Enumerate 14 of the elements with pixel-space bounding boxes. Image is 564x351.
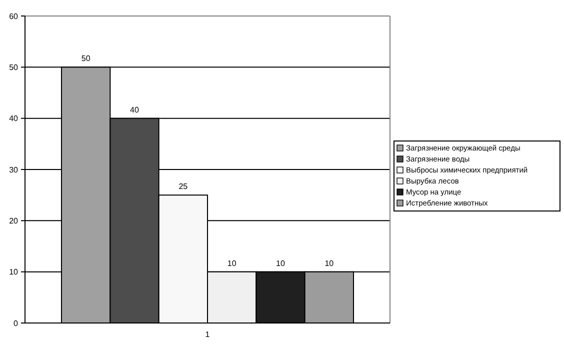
y-tick-label: 10 [9,268,19,277]
data-label: 50 [81,54,91,64]
y-tick-label: 20 [9,216,19,226]
data-label: 40 [130,105,140,114]
data-label: 10 [276,258,286,268]
y-tick-label: 0 [14,318,19,328]
data-label: 10 [227,258,237,268]
data-label: 10 [324,258,334,268]
y-tick-label: 60 [9,12,19,21]
y-tick-label: 30 [9,165,19,174]
data-label: 25 [178,182,188,192]
y-tick-label: 50 [9,62,19,72]
y-tick-label: 40 [9,114,19,124]
x-tick-label: 1 [205,330,210,339]
